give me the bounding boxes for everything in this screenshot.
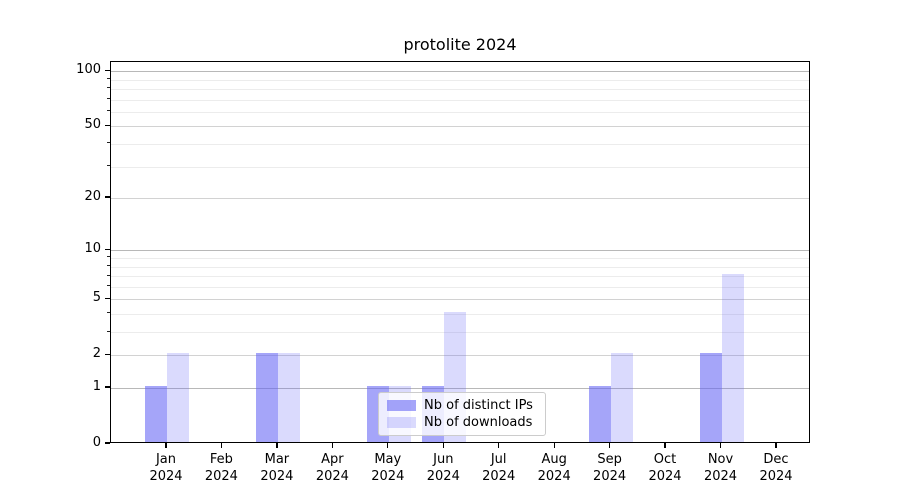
major-gridline-20	[111, 198, 809, 199]
xtick-label-feb: Feb 2024	[204, 452, 238, 484]
major-gridline-1	[111, 388, 809, 389]
xtick-mark-aug	[553, 443, 555, 448]
legend-item-distinct-ips: Nb of distinct IPs	[387, 397, 538, 414]
ytick-minor-mark-9	[107, 256, 110, 258]
ytick-mark-2	[105, 353, 110, 355]
bar-downloads-sep	[610, 353, 633, 442]
ytick-mark-20	[105, 196, 110, 198]
major-gridline-5	[111, 299, 809, 301]
ytick-minor-mark-7	[107, 274, 110, 276]
minor-gridline-40	[111, 143, 809, 145]
xtick-label-dec: Dec 2024	[759, 452, 793, 484]
bar-ips-jan	[145, 386, 167, 442]
xtick-mark-apr	[331, 443, 333, 448]
xtick-mark-jan	[165, 443, 167, 448]
ytick-mark-50	[105, 124, 110, 126]
ytick-label-1: 1	[92, 379, 101, 394]
xtick-mark-nov	[719, 443, 722, 448]
minor-gridline-9	[111, 257, 809, 259]
xtick-mark-oct	[664, 443, 666, 448]
ytick-label-20: 20	[84, 189, 101, 204]
ytick-minor-mark-30	[107, 165, 110, 166]
bar-ips-nov	[699, 353, 722, 442]
bar-ips-sep	[588, 386, 611, 442]
ytick-label-50: 50	[84, 117, 101, 133]
ytick-mark-10	[105, 248, 110, 250]
minor-gridline-4	[111, 313, 809, 315]
ytick-mark-5	[105, 297, 110, 299]
ytick-label-0: 0	[92, 435, 101, 450]
ytick-minor-mark-8	[107, 265, 110, 266]
minor-gridline-8	[111, 266, 809, 268]
minor-gridline-7	[111, 276, 809, 277]
xtick-label-jun: Jun 2024	[426, 452, 460, 484]
major-gridline-10	[111, 250, 809, 252]
ytick-label-2: 2	[92, 346, 101, 362]
legend: Nb of distinct IPs Nb of downloads	[378, 392, 546, 436]
xtick-label-aug: Aug 2024	[537, 452, 571, 484]
minor-gridline-90	[111, 79, 809, 81]
minor-gridline-3	[111, 332, 809, 333]
ytick-label-100: 100	[76, 62, 101, 78]
xtick-mark-jun	[442, 443, 444, 448]
legend-label-downloads: Nb of downloads	[424, 415, 533, 430]
legend-item-downloads: Nb of downloads	[387, 414, 538, 431]
xtick-label-jul: Jul 2024	[482, 452, 516, 484]
legend-swatch-downloads	[387, 417, 416, 428]
plot-area	[110, 61, 810, 443]
xtick-label-oct: Oct 2024	[648, 452, 682, 484]
minor-gridline-60	[111, 111, 809, 113]
xtick-label-may: May 2024	[371, 452, 405, 484]
minor-gridline-6	[111, 286, 809, 288]
minor-gridline-80	[111, 88, 809, 90]
minor-gridline-30	[111, 166, 809, 168]
ytick-mark-0	[105, 442, 110, 444]
ytick-minor-mark-4	[107, 312, 110, 314]
ytick-minor-mark-80	[107, 87, 110, 89]
bar-downloads-nov	[721, 274, 744, 442]
chart-title: protolite 2024	[403, 35, 517, 54]
ytick-minor-mark-60	[107, 110, 110, 112]
xtick-label-nov: Nov 2024	[703, 452, 738, 484]
xtick-label-sep: Sep 2024	[593, 452, 627, 484]
xtick-mark-mar	[276, 443, 278, 448]
ytick-mark-100	[105, 69, 110, 71]
ytick-label-5: 5	[92, 290, 101, 306]
legend-label-distinct-ips: Nb of distinct IPs	[424, 398, 533, 413]
ytick-label-10: 10	[84, 241, 101, 257]
xtick-label-mar: Mar 2024	[260, 452, 294, 484]
ytick-mark-1	[105, 386, 110, 388]
legend-swatch-distinct-ips	[387, 400, 416, 411]
xtick-mark-dec	[775, 443, 777, 448]
xtick-label-jan: Jan 2024	[149, 452, 183, 484]
ytick-minor-mark-90	[107, 78, 110, 79]
major-gridline-100	[111, 71, 809, 73]
major-gridline-2	[111, 355, 809, 357]
bar-downloads-mar	[277, 353, 300, 442]
minor-gridline-70	[111, 99, 809, 101]
major-gridline-50	[111, 126, 809, 128]
xtick-mark-feb	[220, 443, 223, 448]
xtick-mark-may	[387, 443, 389, 448]
xtick-mark-jul	[498, 443, 500, 448]
ytick-minor-mark-70	[107, 98, 110, 100]
bar-downloads-jan	[167, 353, 189, 442]
xtick-label-apr: Apr 2024	[315, 452, 349, 484]
bar-ips-mar	[255, 353, 278, 442]
xtick-mark-sep	[609, 443, 611, 448]
ytick-minor-mark-40	[107, 142, 110, 144]
ytick-minor-mark-3	[107, 330, 110, 332]
ytick-minor-mark-6	[107, 285, 110, 287]
